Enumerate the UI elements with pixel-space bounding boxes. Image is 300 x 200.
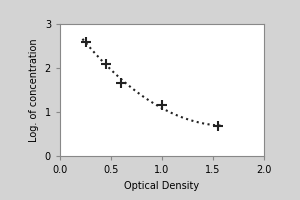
Y-axis label: Log. of concentration: Log. of concentration — [29, 38, 39, 142]
X-axis label: Optical Density: Optical Density — [124, 181, 200, 191]
